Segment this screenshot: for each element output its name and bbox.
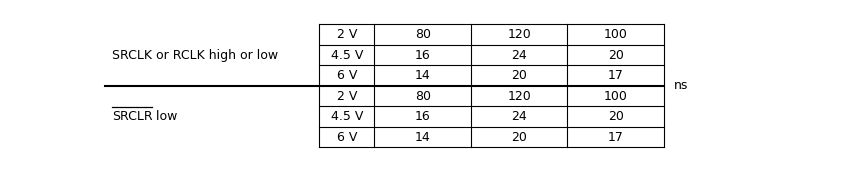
Text: 100: 100 [604, 90, 627, 103]
Text: 2 V: 2 V [337, 28, 357, 41]
Text: 6 V: 6 V [337, 69, 357, 82]
Text: 14: 14 [415, 69, 430, 82]
Text: SRCLK or RCLK high or low: SRCLK or RCLK high or low [112, 49, 278, 62]
Text: low: low [152, 110, 178, 123]
Text: 24: 24 [511, 49, 527, 62]
Text: 16: 16 [415, 49, 430, 62]
Text: 14: 14 [415, 131, 430, 144]
Text: 80: 80 [414, 28, 430, 41]
Text: ns: ns [674, 79, 689, 92]
Text: 16: 16 [415, 110, 430, 123]
Text: 120: 120 [507, 90, 531, 103]
Text: 20: 20 [511, 131, 527, 144]
Text: 80: 80 [414, 90, 430, 103]
Text: 2 V: 2 V [337, 90, 357, 103]
Text: 20: 20 [608, 49, 624, 62]
Text: 20: 20 [511, 69, 527, 82]
Text: 17: 17 [608, 131, 624, 144]
Text: 24: 24 [511, 110, 527, 123]
Text: 6 V: 6 V [337, 131, 357, 144]
Text: 4.5 V: 4.5 V [331, 49, 363, 62]
Text: 4.5 V: 4.5 V [331, 110, 363, 123]
Text: SRCLR: SRCLR [112, 110, 152, 123]
Text: 17: 17 [608, 69, 624, 82]
Text: 100: 100 [604, 28, 627, 41]
Text: 20: 20 [608, 110, 624, 123]
Text: 120: 120 [507, 28, 531, 41]
